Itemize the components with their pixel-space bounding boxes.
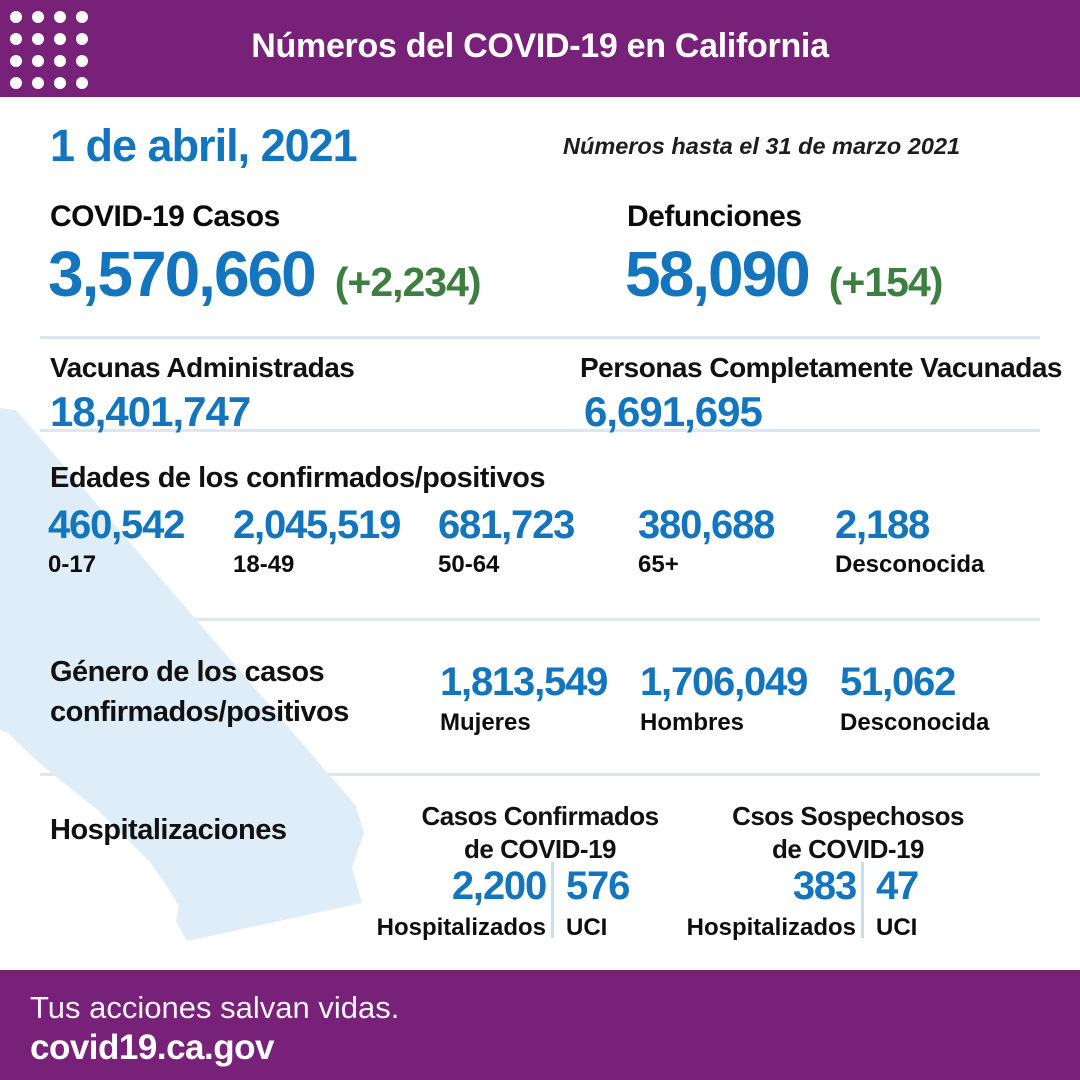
fully-vaccinated-label: Personas Completamente Vacunadas <box>580 352 1062 383</box>
divider-ages <box>40 618 1040 621</box>
hosp-confirmed-hospitalized-value: 2,200 <box>451 864 547 908</box>
gender-label-female: Mujeres <box>440 709 531 736</box>
hosp-suspected-header: Csos Sospechosos de COVID-19 <box>723 800 973 866</box>
divider-gender <box>40 773 1040 776</box>
footer-message: Tus acciones salvan vidas. <box>30 990 400 1025</box>
hosp-confirmed-header-line2: de COVID-19 <box>464 834 617 864</box>
hosp-confirmed-header-line1: Casos Confirmados <box>421 801 659 831</box>
ages-title: Edades de los confirmados/positivos <box>50 462 545 494</box>
hosp-suspected-hospitalized-label: Hospitalizados <box>686 914 856 941</box>
hosp-suspected-hospitalized-value: 383 <box>792 864 857 908</box>
divider-top <box>40 336 1040 339</box>
header-bar: Números del COVID-19 en California <box>0 0 1080 97</box>
footer-url[interactable]: covid19.ca.gov <box>30 1028 274 1067</box>
as-of-note: Números hasta el 31 de marzo 2021 <box>563 133 961 159</box>
age-label-65plus: 65+ <box>638 551 679 578</box>
dots-pattern-icon <box>5 6 93 97</box>
age-value-65plus: 380,688 <box>638 503 775 547</box>
vaccines-administered-value: 18,401,747 <box>50 388 251 435</box>
age-value-0-17: 460,542 <box>48 503 185 547</box>
hosp-suspected-icu-label: UCI <box>876 914 918 941</box>
hosp-confirmed-header: Casos Confirmados de COVID-19 <box>415 800 665 866</box>
age-label-18-49: 18-49 <box>233 551 295 578</box>
gender-title-line1: Género de los casos <box>50 656 325 688</box>
hosp-suspected-header-line2: de COVID-19 <box>772 834 925 864</box>
page-title: Números del COVID-19 en California <box>251 27 829 65</box>
deaths-label: Defunciones <box>627 200 802 233</box>
hosp-suspected-hospitalized: 383 Hospitalizados <box>660 864 858 942</box>
hosp-confirmed-hospitalized-label: Hospitalizados <box>376 914 546 941</box>
hosp-confirmed-icu-value: 576 <box>566 864 630 908</box>
gender-value-male: 1,706,049 <box>640 660 808 704</box>
gender-value-female: 1,813,549 <box>440 660 608 704</box>
deaths-total: 58,090 (+154) <box>625 238 944 310</box>
hosp-suspected-header-line1: Csos Sospechosos <box>732 801 964 831</box>
gender-label-unknown: Desconocida <box>840 709 990 736</box>
gender-title-line2: confirmados/positivos <box>50 696 349 728</box>
vaccines-administered-label: Vacunas Administradas <box>50 352 355 383</box>
deaths-delta: (+154) <box>828 259 944 305</box>
gender-label-male: Hombres <box>640 709 745 736</box>
hosp-confirmed-icu-label: UCI <box>566 914 608 941</box>
deaths-value: 58,090 <box>625 238 811 310</box>
cases-value: 3,570,660 <box>48 238 317 310</box>
hosp-suspected-icu-value: 47 <box>876 864 919 908</box>
age-value-50-64: 681,723 <box>438 503 575 547</box>
hosp-confirmed-hospitalized: 2,200 Hospitalizados <box>350 864 548 942</box>
fully-vaccinated-value: 6,691,695 <box>584 388 763 435</box>
cases-delta: (+2,234) <box>334 259 482 305</box>
age-label-0-17: 0-17 <box>48 551 97 578</box>
cases-total: 3,570,660 (+2,234) <box>48 238 482 310</box>
age-value-18-49: 2,045,519 <box>233 503 401 547</box>
footer-bar: Tus acciones salvan vidas. covid19.ca.go… <box>0 970 1080 1080</box>
age-label-50-64: 50-64 <box>438 551 500 578</box>
gender-title: Género de los casos confirmados/positivo… <box>50 652 349 732</box>
hosp-suspected-icu: 47 UCI <box>876 864 919 942</box>
gender-value-unknown: 51,062 <box>840 660 956 704</box>
age-label-unknown: Desconocida <box>835 551 985 578</box>
hospitalizations-title: Hospitalizaciones <box>50 814 287 846</box>
hosp-confirmed-icu: 576 UCI <box>566 864 630 942</box>
cases-label: COVID-19 Casos <box>50 200 280 233</box>
report-date: 1 de abril, 2021 <box>50 120 358 171</box>
divider-vaccines <box>40 429 1040 432</box>
divider-confirmed-icu <box>551 862 554 938</box>
age-value-unknown: 2,188 <box>835 503 930 547</box>
divider-suspected-icu <box>861 862 864 938</box>
